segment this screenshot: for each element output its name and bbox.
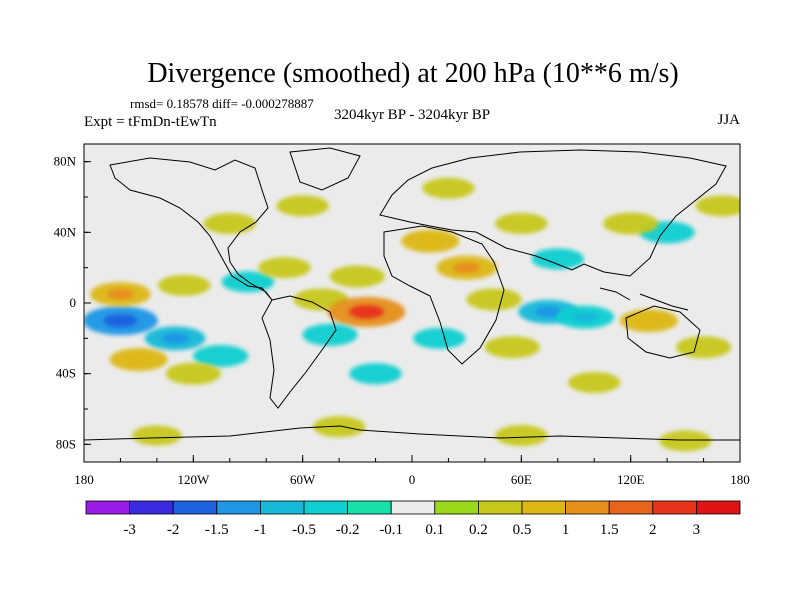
anomaly-blob-32 (132, 425, 182, 446)
anomaly-blob-31 (568, 372, 621, 393)
colorbar-label-0: -3 (123, 522, 136, 538)
colorbar-label-10: 1 (562, 522, 570, 538)
anomaly-core-17 (572, 311, 599, 323)
colorbar: -3 -2 -1.5 -1 -0.5 -0.2 -0.1 0.1 0.2 0.5 1 1.5 2 3 (85, 500, 741, 538)
colorbar-box-12 (608, 500, 654, 515)
anomaly-blob-6 (158, 274, 211, 296)
anomaly-blob-19 (413, 327, 466, 349)
anomaly-blob-2 (193, 345, 249, 367)
anomaly-blob-26 (531, 248, 584, 270)
anomaly-blob-27 (203, 213, 256, 234)
stats-line: rmsd= 0.18578 diff= -0.000278887 (130, 96, 314, 111)
anomaly-blob-25 (495, 213, 548, 234)
anomaly-blob-12 (329, 265, 385, 288)
right-subtitle: JJA (717, 112, 740, 128)
y-tick-label-0: 80N (54, 154, 77, 169)
anomaly-blob-8 (258, 257, 311, 279)
colorbar-box-13 (652, 500, 697, 515)
coast-south-america (261, 295, 337, 409)
anomaly-blob-24 (695, 195, 740, 217)
center-subtitle: 3204kyr BP - 3204kyr BP (334, 107, 490, 123)
colorbar-label-5: -0.2 (336, 522, 360, 538)
x-tick-label-2: 60W (290, 472, 316, 487)
x-tick-label-6: 180 (730, 472, 750, 487)
anomaly-blob-11 (302, 323, 358, 346)
anomaly-blob-15 (466, 288, 522, 311)
x-axis: 180 120W 60W 0 60E 120E 180 (74, 455, 750, 487)
coast-greenland (289, 147, 361, 191)
anomaly-blob-30 (349, 363, 402, 385)
anomaly-blob-34 (495, 425, 548, 446)
y-tick-label-3: 40S (56, 366, 76, 381)
colorbar-label-4: -0.5 (292, 522, 316, 538)
colorbar-label-1: -2 (167, 522, 180, 538)
coast-north-america (109, 157, 273, 301)
colorbar-box-1 (129, 500, 174, 515)
anomaly-field (84, 177, 740, 452)
anomaly-core-20 (635, 315, 662, 326)
colorbar-box-2 (172, 500, 218, 515)
y-tick-label-4: 80S (56, 436, 76, 451)
anomaly-blob-18 (484, 336, 540, 359)
x-tick-label-1: 120W (177, 472, 210, 487)
colorbar-box-7 (390, 500, 436, 515)
chart-title: Divergence (smoothed) at 200 hPa (10**6 … (147, 58, 678, 89)
anomaly-blob-4 (165, 362, 221, 385)
x-tick-label-4: 60E (511, 472, 532, 487)
x-tick-label-3: 0 (409, 472, 416, 487)
anomaly-core-10 (348, 305, 384, 319)
anomaly-core-3 (125, 354, 152, 365)
map-background (84, 144, 740, 462)
colorbar-label-2: -1.5 (205, 522, 229, 538)
y-tick-label-1: 40N (54, 224, 77, 239)
colorbar-label-11: 1.5 (600, 522, 619, 538)
coastlines (84, 147, 740, 441)
anomaly-core-1 (161, 332, 189, 344)
anomaly-core-16 (534, 306, 563, 318)
anomaly-blob-35 (659, 430, 712, 452)
colorbar-label-6: -0.1 (379, 522, 403, 538)
anomaly-blob-33 (312, 416, 366, 438)
colorbar-box-8 (434, 500, 479, 515)
coast-maritime-islands (599, 287, 689, 311)
left-subtitle: Expt = tFmDn-tEwTn (84, 114, 217, 130)
colorbar-label-7: 0.1 (425, 522, 444, 538)
colorbar-box-10 (521, 500, 566, 515)
colorbar-label-8: 0.2 (469, 522, 488, 538)
colorbar-label-3: -1 (254, 522, 267, 538)
coast-africa (383, 225, 505, 365)
coast-antarctica (84, 425, 740, 441)
anomaly-core-0 (103, 314, 138, 328)
colorbar-box-5 (303, 500, 348, 515)
x-tick-label-5: 120E (617, 472, 645, 487)
anomaly-core-13 (417, 235, 444, 247)
colorbar-box-0 (85, 500, 130, 515)
anomaly-blob-23 (603, 212, 659, 235)
colorbar-box-6 (347, 500, 392, 515)
colorbar-box-4 (259, 500, 305, 515)
coast-australia (625, 305, 701, 359)
x-tick-label-0: 180 (74, 472, 94, 487)
y-tick-label-2: 0 (70, 295, 77, 310)
anomaly-blob-28 (276, 195, 329, 217)
colorbar-label-12: 2 (649, 522, 657, 538)
anomaly-core-14 (452, 262, 481, 274)
colorbar-label-13: 3 (693, 522, 701, 538)
colorbar-label-9: 0.5 (513, 522, 532, 538)
colorbar-box-9 (477, 500, 523, 515)
colorbar-box-14 (696, 500, 741, 515)
coast-eurasia (379, 149, 727, 277)
anomaly-blob-29 (422, 177, 475, 199)
colorbar-box-3 (216, 500, 261, 515)
colorbar-box-11 (565, 500, 610, 515)
anomaly-core-5 (106, 288, 135, 300)
y-axis: 80N 40N 0 40S 80S (54, 154, 91, 451)
